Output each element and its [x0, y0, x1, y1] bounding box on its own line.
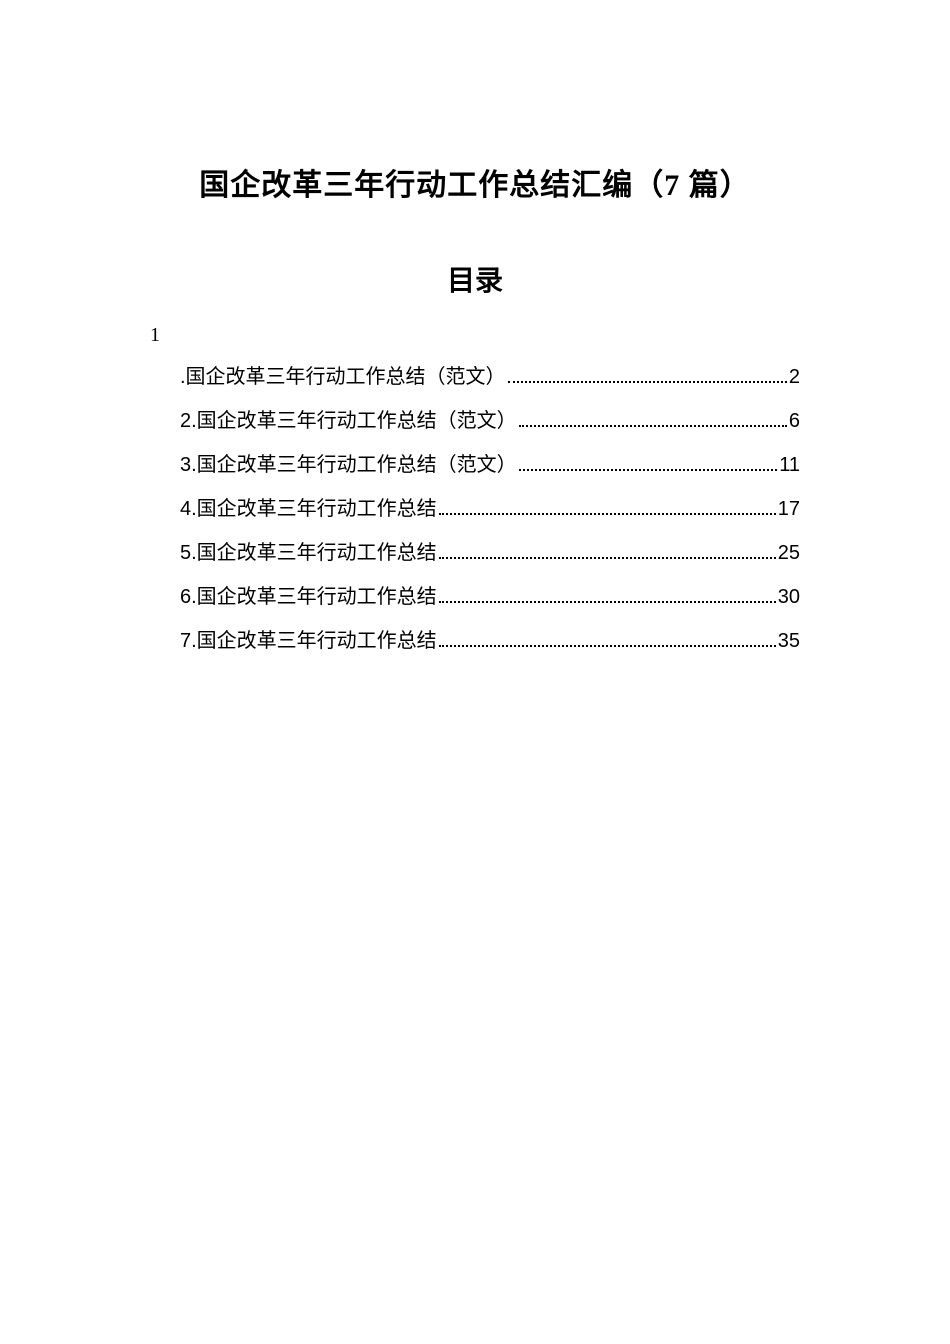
- toc-entry: 5.国企改革三年行动工作总结 25: [180, 531, 800, 575]
- toc-leader-dots: [439, 557, 776, 559]
- toc-leader-dots: [439, 601, 776, 603]
- toc-entry-page: 6: [789, 399, 800, 443]
- toc-entry: 7.国企改革三年行动工作总结 35: [180, 619, 800, 663]
- toc-entry-label: 4.国企改革三年行动工作总结: [180, 487, 437, 531]
- toc-entry-page: 17: [778, 487, 800, 531]
- toc-list: .国企改革三年行动工作总结（范文） 2 2.国企改革三年行动工作总结（范文） 6…: [150, 355, 800, 663]
- toc-entry-page: 30: [778, 575, 800, 619]
- toc-leader-dots: [519, 469, 778, 471]
- toc-entry-label: 6.国企改革三年行动工作总结: [180, 575, 437, 619]
- toc-entry-label: 7.国企改革三年行动工作总结: [180, 619, 437, 663]
- toc-entry-page: 2: [789, 355, 800, 399]
- document-title: 国企改革三年行动工作总结汇编（7 篇）: [150, 160, 800, 204]
- orphan-number-one: 1: [150, 324, 800, 347]
- toc-entry: 6.国企改革三年行动工作总结 30: [180, 575, 800, 619]
- toc-entry: 4.国企改革三年行动工作总结 17: [180, 487, 800, 531]
- toc-entry: 3.国企改革三年行动工作总结（范文） 11: [180, 443, 800, 487]
- toc-leader-dots: [508, 381, 787, 383]
- toc-entry-page: 11: [779, 443, 800, 487]
- toc-entry-label: 5.国企改革三年行动工作总结: [180, 531, 437, 575]
- toc-leader-dots: [519, 425, 787, 427]
- toc-heading: 目录: [150, 259, 800, 299]
- toc-entry-page: 25: [778, 531, 800, 575]
- toc-entry-label: .国企改革三年行动工作总结（范文）: [180, 355, 506, 399]
- toc-entry-page: 35: [778, 619, 800, 663]
- toc-entry-label: 3.国企改革三年行动工作总结（范文）: [180, 443, 517, 487]
- toc-leader-dots: [439, 645, 776, 647]
- toc-leader-dots: [439, 513, 776, 515]
- toc-entry-label: 2.国企改革三年行动工作总结（范文）: [180, 399, 517, 443]
- toc-entry: .国企改革三年行动工作总结（范文） 2: [180, 355, 800, 399]
- toc-entry: 2.国企改革三年行动工作总结（范文） 6: [180, 399, 800, 443]
